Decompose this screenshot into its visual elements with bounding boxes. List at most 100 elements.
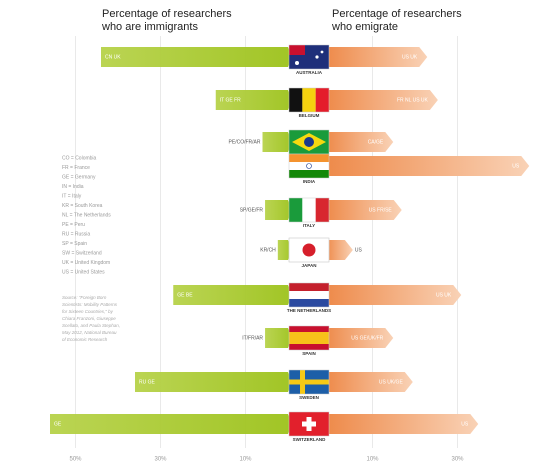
segment-label: US UK — [436, 292, 452, 298]
key-entry: US = United States — [62, 269, 105, 275]
bar-left — [277, 240, 292, 260]
bar-left — [265, 328, 292, 348]
segment-label: GE BE — [177, 292, 193, 298]
segment-label: IT GE FR — [220, 97, 241, 103]
flag-border — [288, 87, 330, 113]
bar-left — [173, 285, 292, 305]
segment-label: CA/GE — [368, 139, 384, 145]
key-entry: SP = Spain — [62, 241, 87, 247]
country-name: SWITZERLAND — [293, 437, 326, 442]
bar-right — [326, 328, 394, 348]
bar-right — [326, 372, 413, 392]
bar-right — [326, 285, 462, 305]
bar-right — [326, 240, 353, 260]
source-line: May 2012, National Bureau — [62, 330, 117, 335]
source-line: Source: "Foreign Born — [62, 295, 107, 300]
flag-border — [288, 237, 330, 263]
country-name: SWEDEN — [299, 395, 319, 400]
key-entry: UK = United Kingdom — [62, 260, 110, 266]
flag-border — [288, 44, 330, 70]
left-title: Percentage of researchers — [102, 8, 232, 20]
segment-label: RU GE — [139, 379, 156, 385]
segment-label: KR/CH — [260, 247, 276, 253]
bar-left — [265, 200, 292, 220]
flag-part — [315, 198, 330, 222]
source-line: for Sixteen Countries," by — [62, 309, 114, 314]
bar-right — [326, 156, 530, 176]
segment-label: US FR/SE — [369, 207, 393, 213]
flag-part — [302, 198, 316, 222]
flag — [288, 325, 330, 351]
flag-border — [288, 282, 330, 308]
bar-right — [326, 90, 438, 110]
segment-label: GE — [54, 421, 62, 427]
source-line: Scellato, and Paula Stephan, — [62, 323, 120, 328]
flag — [288, 153, 330, 179]
flag — [288, 369, 330, 395]
flag-part — [289, 332, 329, 344]
segment-label: US — [512, 163, 520, 169]
source-line: of Economic Research — [62, 337, 108, 342]
flag-part — [315, 88, 330, 112]
key-entry: CO = Colombia — [62, 155, 97, 161]
flag-part — [302, 88, 316, 112]
key-entry: IN = India — [62, 184, 84, 190]
key-entry: FR = France — [62, 165, 90, 171]
flag-part — [320, 50, 324, 54]
flag — [288, 237, 330, 263]
flag-border — [288, 369, 330, 395]
segment-label: US UK — [402, 54, 418, 60]
x-tick-label: 30% — [451, 457, 464, 463]
country-name: SPAIN — [302, 351, 315, 356]
country-name: BELGIUM — [299, 113, 320, 118]
flag-part — [304, 137, 314, 147]
segment-label: PE/CO/FR/AR — [229, 139, 261, 145]
bar-left — [262, 132, 292, 152]
x-tick-label: 30% — [154, 457, 167, 463]
flag-part — [302, 243, 316, 257]
bar-left — [50, 414, 292, 434]
flag-part — [295, 61, 299, 65]
flag-part — [289, 283, 329, 291]
segment-label: US GE/UK/FR — [351, 335, 383, 341]
flag-border — [288, 197, 330, 223]
x-tick-label: 10% — [366, 457, 379, 463]
country-name: INDIA — [303, 179, 316, 184]
flag-part — [289, 291, 329, 299]
segment-label: US — [355, 247, 363, 253]
x-tick-label: 50% — [69, 457, 82, 463]
segment-label: SP/GE/FR — [240, 207, 264, 213]
segment-label: CN UK — [105, 54, 121, 60]
segment-label: IT/FR/AR — [242, 335, 263, 341]
key-entry: NL = The Netherlands — [62, 212, 111, 218]
flag-part — [289, 299, 329, 307]
flag-part — [289, 154, 329, 162]
flag-part — [289, 45, 305, 55]
right-title: who emigrate — [331, 21, 398, 33]
flag-border — [288, 325, 330, 351]
bar-right — [326, 132, 394, 152]
flag — [288, 411, 330, 437]
flag — [288, 129, 330, 155]
flag-part — [306, 163, 312, 169]
key-entry: KR = South Korea — [62, 203, 103, 209]
flag — [288, 44, 330, 70]
country-name: JAPAN — [302, 263, 317, 268]
flag-part — [289, 88, 303, 112]
source-line: Chiara Franzoni, Giuseppe — [62, 316, 116, 321]
key-entry: RU = Russia — [62, 231, 90, 237]
country-name: THE NETHERLANDS — [287, 308, 331, 313]
segment-label: FR NL US UK — [397, 97, 429, 103]
flag-part — [289, 379, 329, 385]
flag-part — [289, 170, 329, 178]
flag-part — [289, 162, 329, 170]
flag-border — [288, 153, 330, 179]
bar-right — [326, 47, 428, 67]
bar-left — [101, 47, 292, 67]
country-name: AUSTRALIA — [296, 70, 323, 75]
bar-left — [135, 372, 292, 392]
key-entry: IT = Italy — [62, 193, 82, 199]
right-title: Percentage of researchers — [332, 8, 462, 20]
key-entry: GE = Germany — [62, 174, 96, 180]
